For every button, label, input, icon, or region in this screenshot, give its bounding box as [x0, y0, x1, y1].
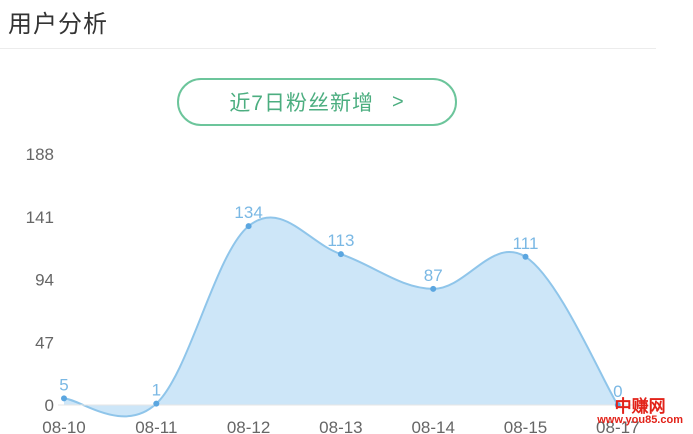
data-point [430, 285, 437, 292]
y-tick-label: 141 [26, 208, 54, 227]
y-tick-label: 188 [26, 145, 54, 164]
data-point [61, 395, 67, 402]
data-point [614, 402, 621, 408]
series-area [64, 217, 618, 417]
x-tick-label: 08-14 [411, 418, 454, 434]
data-point [522, 253, 529, 260]
x-tick-label: 08-12 [227, 418, 270, 434]
data-label: 134 [234, 203, 262, 222]
watermark-logo: 中赚网 www.you85.com [597, 398, 683, 426]
fan-growth-filter-button[interactable]: 近7日粉丝新增 > [177, 78, 457, 126]
y-tick-label: 47 [35, 333, 54, 352]
data-point [337, 251, 344, 258]
x-tick-label: 08-15 [504, 418, 547, 434]
x-tick-label: 08-10 [42, 418, 85, 434]
y-tick-label: 94 [35, 271, 54, 290]
watermark-url: www.you85.com [597, 414, 683, 426]
data-point [245, 223, 252, 230]
data-point [153, 400, 160, 407]
chevron-right-icon: > [392, 90, 405, 113]
data-label: 111 [513, 234, 539, 253]
page-title: 用户分析 [8, 11, 108, 38]
data-label: 87 [424, 266, 443, 285]
data-label: 1 [152, 381, 161, 400]
data-label: 5 [59, 375, 68, 394]
y-tick-label: 0 [45, 396, 54, 415]
header-divider [0, 48, 656, 49]
watermark-brand: 中赚网 [614, 397, 666, 416]
x-tick-label: 08-11 [135, 418, 177, 434]
x-tick-label: 08-13 [319, 418, 362, 434]
data-label: 113 [327, 231, 354, 250]
x-tick-label: 08-17 [596, 418, 639, 434]
filter-label: 近7日粉丝新增 [229, 92, 374, 115]
data-label: 0 [613, 382, 622, 401]
